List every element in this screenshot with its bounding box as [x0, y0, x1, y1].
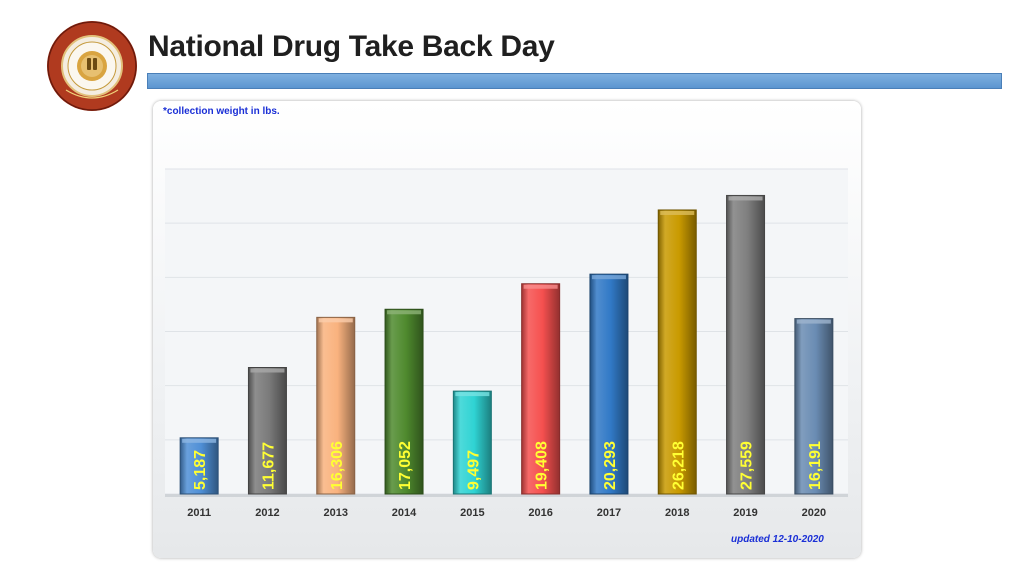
value-label-2020: 16,191	[807, 441, 824, 490]
collection-weight-note: *collection weight in lbs.	[163, 106, 280, 117]
value-label-2016: 19,408	[534, 441, 551, 490]
kentucky-seal-logo	[47, 21, 137, 111]
bar-top-bevel	[455, 392, 490, 397]
bar-top-bevel	[523, 284, 558, 289]
category-label-2014: 2014	[392, 507, 417, 519]
category-label-2018: 2018	[665, 507, 689, 519]
value-label-2014: 17,052	[397, 441, 414, 490]
bar-top-bevel	[318, 318, 353, 323]
value-label-2012: 11,677	[260, 442, 277, 490]
value-label-2018: 26,218	[670, 441, 687, 490]
value-label-2019: 27,559	[739, 441, 756, 490]
category-label-2012: 2012	[255, 507, 279, 519]
bar-top-bevel	[591, 275, 626, 280]
bar-2015	[452, 390, 492, 495]
page-title: National Drug Take Back Day	[148, 30, 555, 63]
bar-top-bevel	[796, 319, 831, 324]
chart-bars	[179, 194, 834, 495]
bar-top-bevel	[250, 368, 285, 373]
category-label-2019: 2019	[733, 507, 757, 519]
chart-floor	[165, 494, 848, 497]
bar-2018	[657, 209, 697, 495]
category-label-2011: 2011	[187, 507, 211, 519]
bar-2012	[247, 366, 287, 495]
value-label-2015: 9,497	[465, 450, 482, 490]
bar-top-bevel	[182, 438, 217, 443]
bar-2019	[726, 194, 766, 495]
bar-2011	[179, 437, 219, 495]
bar-top-bevel	[728, 196, 763, 201]
value-label-2013: 16,306	[329, 441, 346, 490]
bar-2016	[521, 283, 561, 495]
category-label-2017: 2017	[597, 507, 621, 519]
category-label-2016: 2016	[528, 507, 552, 519]
updated-date-note: updated 12-10-2020	[731, 534, 824, 545]
bar-2014	[384, 308, 424, 495]
bar-2013	[316, 316, 356, 495]
value-label-2017: 20,293	[602, 441, 619, 490]
bar-top-bevel	[660, 210, 695, 215]
bar-2020	[794, 318, 834, 495]
value-label-2011: 5,187	[192, 450, 209, 490]
category-label-2015: 2015	[460, 507, 484, 519]
category-label-2020: 2020	[802, 507, 826, 519]
category-label-2013: 2013	[324, 507, 348, 519]
chart-labels: 5,187 2011 11,677 2012 16,306 2013 17,052 2014 9…	[187, 441, 826, 519]
title-underline-bar	[147, 73, 1002, 89]
bar-top-bevel	[387, 310, 422, 315]
bar-2017	[589, 273, 629, 495]
